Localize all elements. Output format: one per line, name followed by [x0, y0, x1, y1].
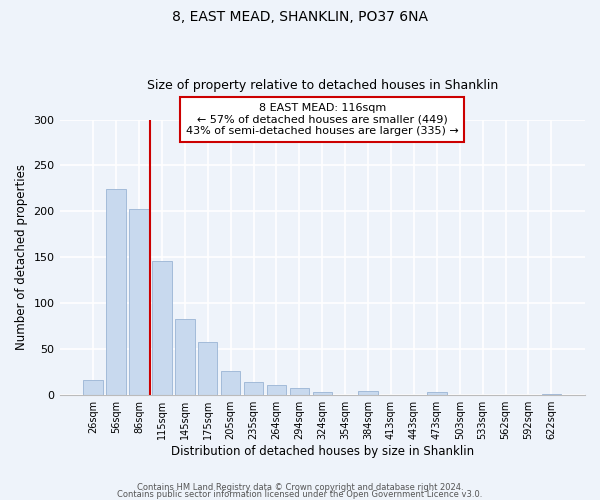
X-axis label: Distribution of detached houses by size in Shanklin: Distribution of detached houses by size … [171, 444, 474, 458]
Text: 8 EAST MEAD: 116sqm
← 57% of detached houses are smaller (449)
43% of semi-detac: 8 EAST MEAD: 116sqm ← 57% of detached ho… [186, 103, 458, 136]
Bar [175, 320, 194, 394]
Title: Size of property relative to detached houses in Shanklin: Size of property relative to detached ho… [146, 79, 498, 92]
Bar [290, 388, 309, 394]
Bar [313, 392, 332, 394]
Text: 8, EAST MEAD, SHANKLIN, PO37 6NA: 8, EAST MEAD, SHANKLIN, PO37 6NA [172, 10, 428, 24]
Text: Contains public sector information licensed under the Open Government Licence v3: Contains public sector information licen… [118, 490, 482, 499]
Bar [106, 190, 126, 394]
Y-axis label: Number of detached properties: Number of detached properties [15, 164, 28, 350]
Text: Contains HM Land Registry data © Crown copyright and database right 2024.: Contains HM Land Registry data © Crown c… [137, 484, 463, 492]
Bar [83, 380, 103, 394]
Bar [221, 371, 241, 394]
Bar [358, 391, 378, 394]
Bar [129, 208, 149, 394]
Bar [244, 382, 263, 394]
Bar [152, 261, 172, 394]
Bar [267, 384, 286, 394]
Bar [198, 342, 217, 394]
Bar [427, 392, 446, 394]
